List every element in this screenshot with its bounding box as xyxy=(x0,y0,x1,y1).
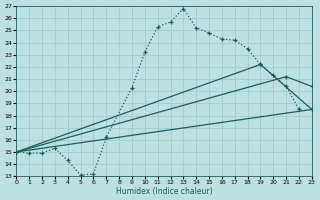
X-axis label: Humidex (Indice chaleur): Humidex (Indice chaleur) xyxy=(116,187,212,196)
